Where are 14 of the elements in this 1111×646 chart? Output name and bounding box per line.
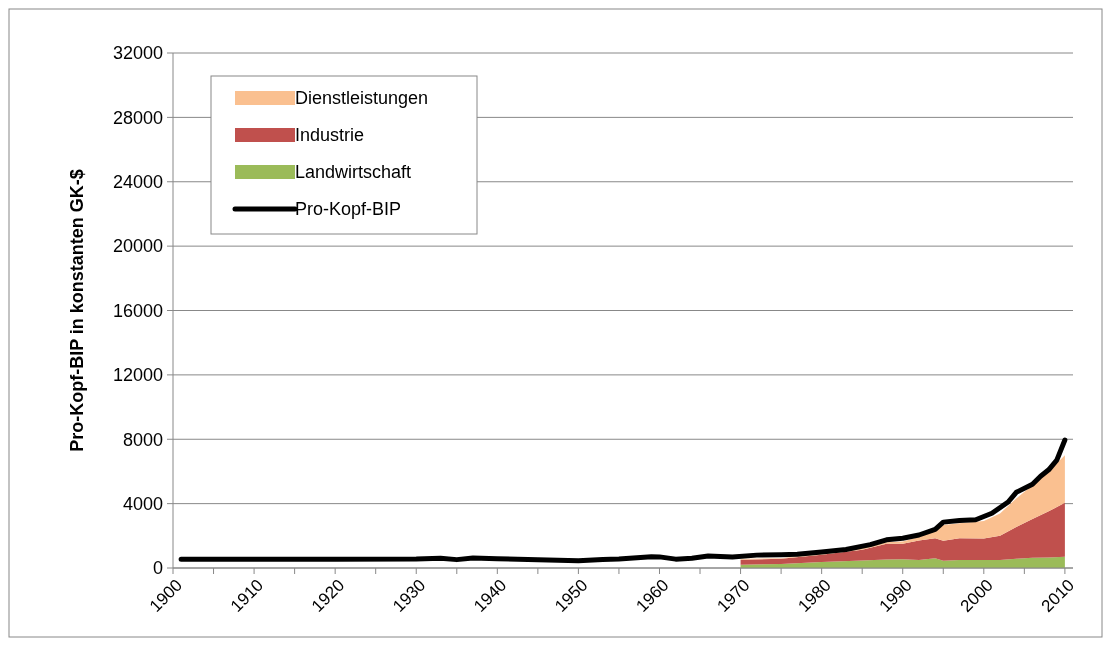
y-tick-label: 20000 — [112, 236, 163, 257]
y-tick-label: 24000 — [112, 172, 163, 193]
y-axis-title: Pro-Kopf-BIP in konstanten GK-$ — [67, 169, 87, 452]
y-tick-label: 8000 — [122, 429, 163, 450]
legend-label: Dienstleistungen — [295, 88, 429, 109]
legend-label: Pro-Kopf-BIP — [295, 199, 402, 220]
legend-label: Landwirtschaft — [295, 162, 412, 183]
y-tick-label: 4000 — [122, 493, 163, 514]
y-tick-label: 0 — [152, 558, 163, 579]
y-tick-label: 12000 — [112, 365, 163, 386]
legend-label: Industrie — [295, 125, 365, 146]
y-tick-label: 32000 — [112, 43, 163, 64]
y-tick-label: 28000 — [112, 107, 163, 128]
y-tick-label: 16000 — [112, 300, 163, 321]
